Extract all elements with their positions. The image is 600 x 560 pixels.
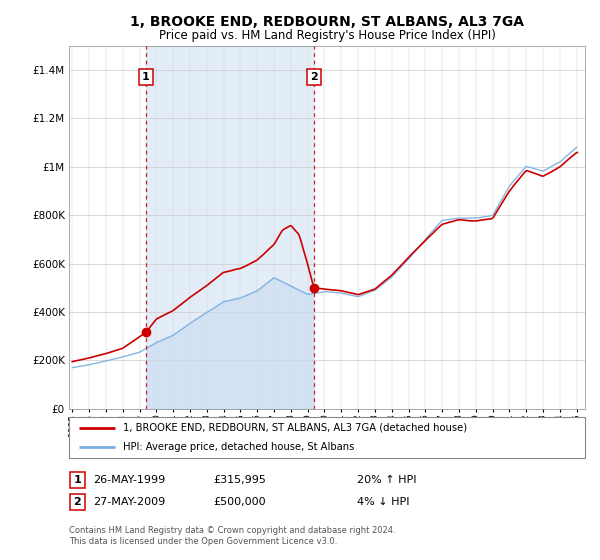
Text: £500,000: £500,000 [213, 497, 266, 507]
FancyBboxPatch shape [69, 417, 585, 458]
Text: 20% ↑ HPI: 20% ↑ HPI [357, 475, 416, 485]
Text: 1: 1 [74, 475, 81, 485]
Text: 1, BROOKE END, REDBOURN, ST ALBANS, AL3 7GA (detached house): 1, BROOKE END, REDBOURN, ST ALBANS, AL3 … [123, 423, 467, 433]
Bar [146, 46, 314, 409]
Text: HPI: Average price, detached house, St Albans: HPI: Average price, detached house, St A… [123, 442, 355, 452]
Text: Price paid vs. HM Land Registry's House Price Index (HPI): Price paid vs. HM Land Registry's House … [158, 29, 496, 42]
Text: 26-MAY-1999: 26-MAY-1999 [93, 475, 165, 485]
Text: 2: 2 [310, 72, 318, 82]
Text: Contains HM Land Registry data © Crown copyright and database right 2024.
This d: Contains HM Land Registry data © Crown c… [69, 526, 395, 546]
Text: 27-MAY-2009: 27-MAY-2009 [93, 497, 165, 507]
Text: 4% ↓ HPI: 4% ↓ HPI [357, 497, 409, 507]
FancyBboxPatch shape [70, 472, 85, 488]
Text: 1, BROOKE END, REDBOURN, ST ALBANS, AL3 7GA: 1, BROOKE END, REDBOURN, ST ALBANS, AL3 … [130, 15, 524, 29]
Text: 1: 1 [142, 72, 150, 82]
Text: £315,995: £315,995 [213, 475, 266, 485]
Text: 2: 2 [74, 497, 81, 507]
FancyBboxPatch shape [70, 494, 85, 510]
